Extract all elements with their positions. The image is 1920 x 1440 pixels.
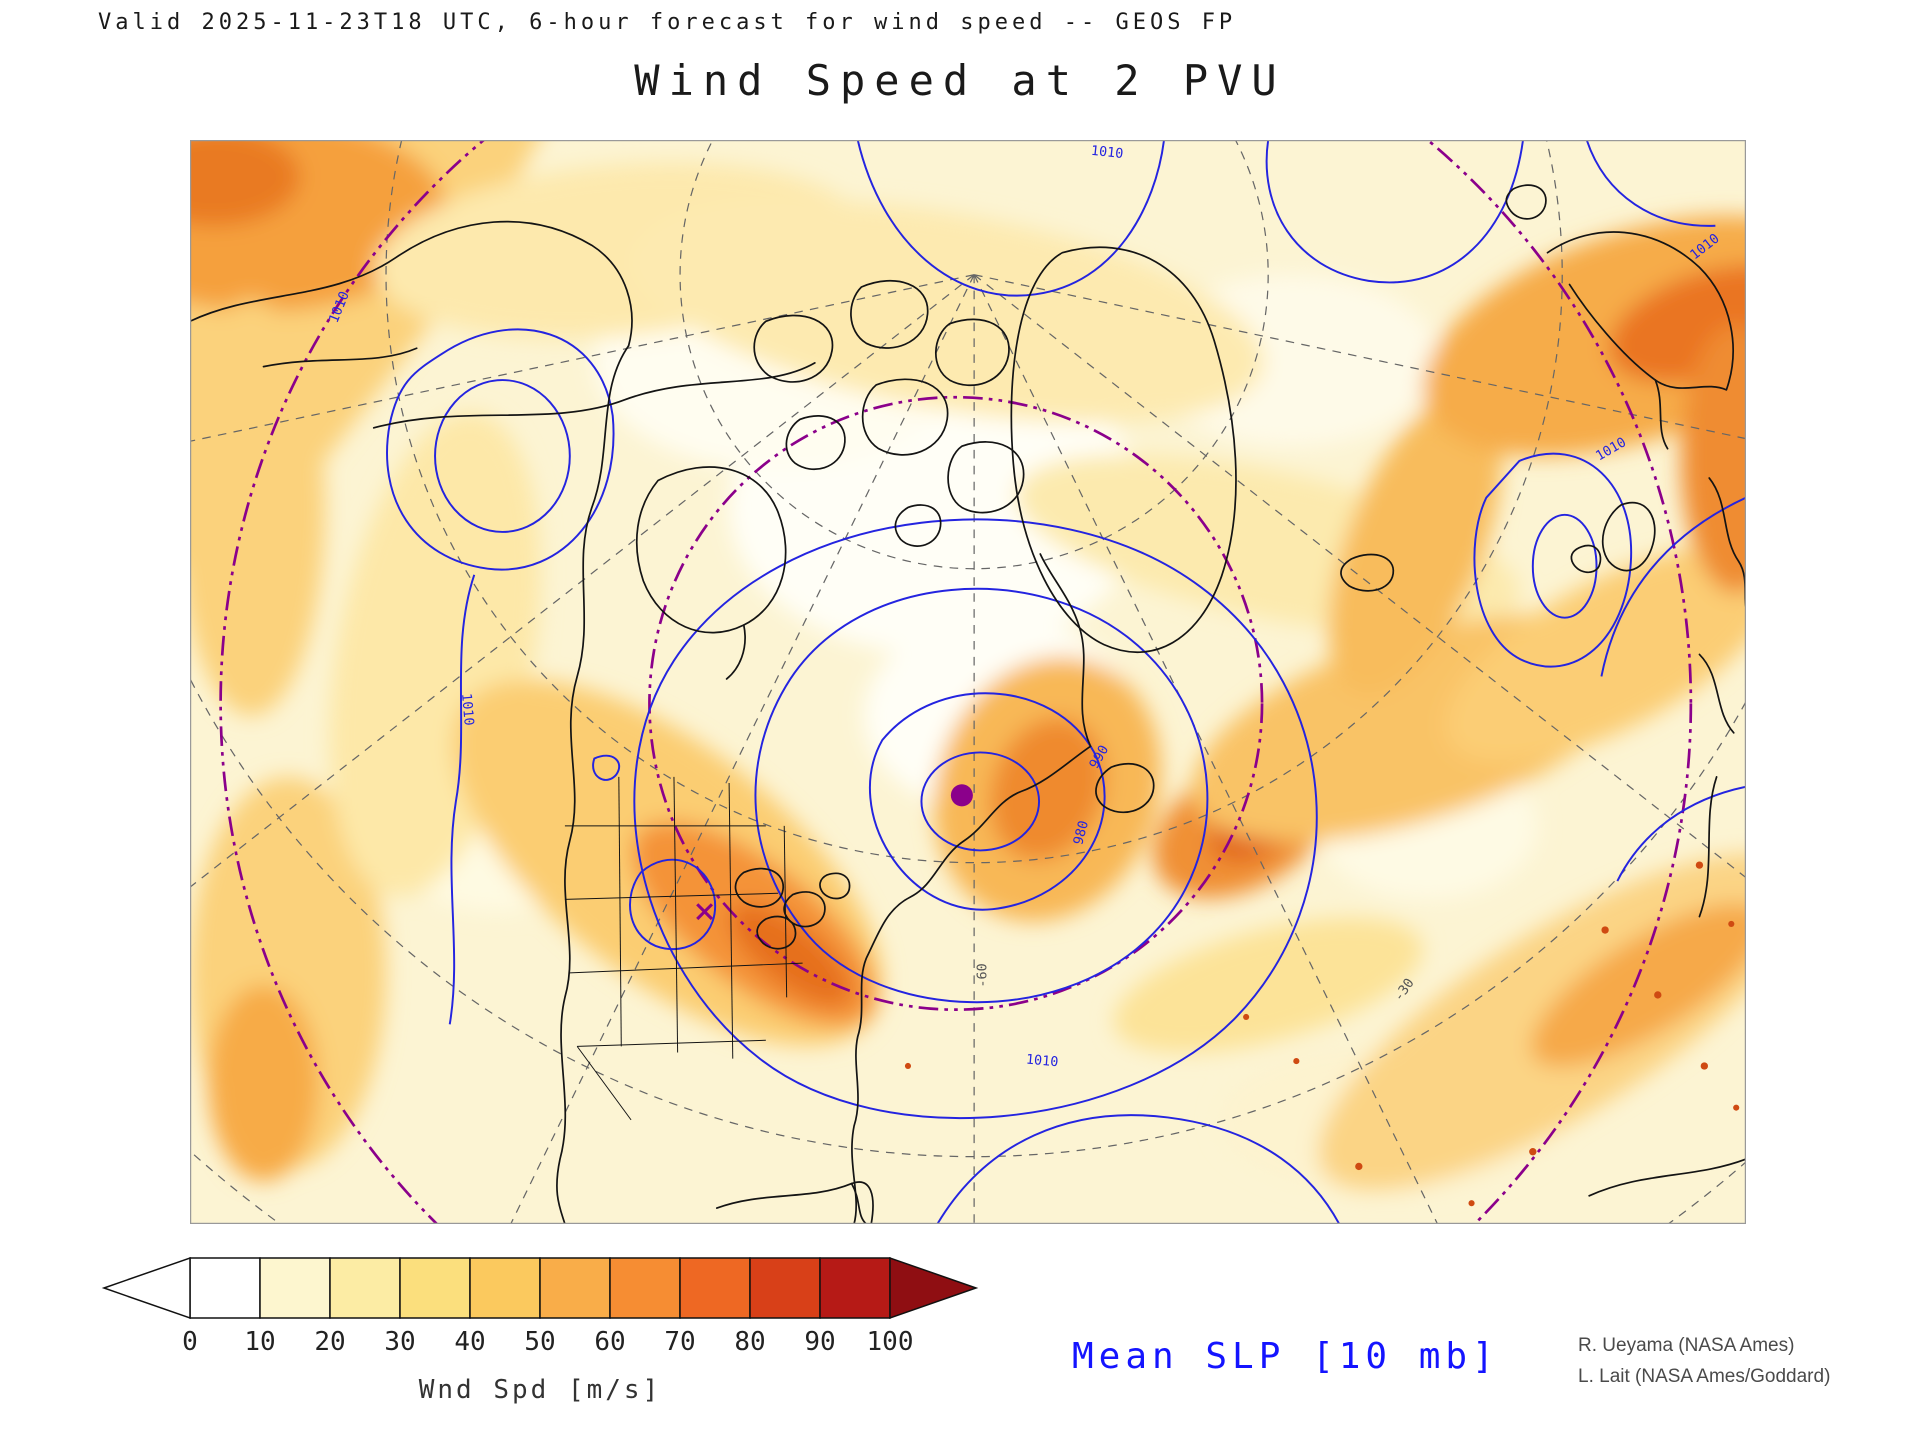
colorbar-tick-label: 80	[734, 1327, 765, 1357]
vortex-x-marker	[696, 903, 714, 921]
map-border	[190, 140, 1746, 1224]
colorbar-arrows	[101, 1256, 979, 1320]
colorbar-svg: 0 10 20 30 40 50 60 70 80 90 100 Wnd Spd [m/s]	[101, 1256, 979, 1405]
wind-speed-shading-layer	[190, 140, 1746, 1194]
weather-map: -60 -30	[190, 140, 1746, 1224]
slp-contour-label: 1010	[1025, 1052, 1059, 1071]
colorbar-segment	[539, 1257, 611, 1319]
colorbar-tick-label: 0	[182, 1327, 198, 1357]
colorbar-tick-label: 90	[804, 1327, 835, 1357]
colorbar-tick-label: 70	[664, 1327, 695, 1357]
valid-time-line: Valid 2025-11-23T18 UTC, 6-hour forecast…	[98, 10, 1237, 35]
slp-contour-layer	[386, 140, 1746, 1224]
vortex-center-dot	[950, 784, 973, 807]
colorbar-tick-label: 50	[524, 1327, 555, 1357]
colorbar-ticks: 0 10 20 30 40 50 60 70 80 90 100	[182, 1327, 913, 1357]
colorbar: 0 10 20 30 40 50 60 70 80 90 100 Wnd Spd [m/s]	[94, 1246, 1194, 1416]
colorbar-axis-label: Wnd Spd [m/s]	[419, 1375, 662, 1405]
credit-line: L. Lait (NASA Ames/Goddard)	[1578, 1366, 1831, 1387]
slp-legend-label: Mean SLP [10 mb]	[1072, 1336, 1499, 1377]
colorbar-segment	[469, 1257, 541, 1319]
colorbar-tick-label: 40	[454, 1327, 485, 1357]
colorbar-segment	[609, 1257, 681, 1319]
colorbar-segment	[679, 1257, 751, 1319]
colorbar-tick-label: 10	[244, 1327, 275, 1357]
weather-map-svg: -60 -30	[190, 140, 1746, 1224]
plot-title: Wind Speed at 2 PVU	[634, 56, 1286, 105]
colorbar-segment	[749, 1257, 821, 1319]
colorbar-segment	[399, 1257, 471, 1319]
colorbar-segment	[259, 1257, 331, 1319]
colorbar-tick-label: 60	[594, 1327, 625, 1357]
slp-contour-label: 980	[1070, 819, 1092, 847]
colorbar-segment	[189, 1257, 261, 1319]
colorbar-tick-label: 20	[314, 1327, 345, 1357]
colorbar-segment	[819, 1257, 891, 1319]
credits-block: R. Ueyama (NASA Ames) L. Lait (NASA Ames…	[1578, 1330, 1830, 1392]
graticule-label: -60	[974, 963, 990, 987]
slp-contour-label: 1010	[1090, 143, 1124, 162]
graticule-layer	[190, 140, 1746, 1224]
colorbar-over-arrow	[889, 1256, 979, 1320]
colorbar-segment	[329, 1257, 401, 1319]
slp-contour-label: 1010	[458, 693, 477, 727]
wind-speckles	[904, 861, 1740, 1207]
vortex-circles	[219, 140, 1692, 1224]
colorbar-tick-label: 100	[867, 1327, 914, 1357]
colorbar-under-arrow	[101, 1256, 191, 1320]
colorbar-tick-label: 30	[384, 1327, 415, 1357]
state-borders-layer	[564, 776, 803, 1121]
credit-line: R. Ueyama (NASA Ames)	[1578, 1335, 1795, 1356]
colorbar-segments	[189, 1257, 891, 1319]
